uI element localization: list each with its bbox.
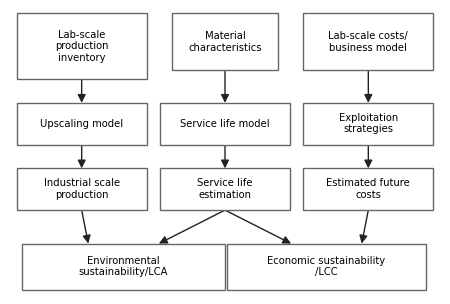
Text: Service life
estimation: Service life estimation	[197, 178, 253, 200]
FancyBboxPatch shape	[22, 244, 225, 290]
FancyBboxPatch shape	[227, 244, 426, 290]
Text: Estimated future
costs: Estimated future costs	[326, 178, 410, 200]
Text: Lab-scale costs/
business model: Lab-scale costs/ business model	[328, 31, 408, 53]
FancyBboxPatch shape	[172, 13, 278, 70]
Text: Exploitation
strategies: Exploitation strategies	[339, 113, 398, 134]
Text: Material
characteristics: Material characteristics	[188, 31, 262, 53]
FancyBboxPatch shape	[17, 168, 147, 210]
FancyBboxPatch shape	[17, 13, 147, 79]
Text: Service life model: Service life model	[180, 119, 270, 129]
Text: Upscaling model: Upscaling model	[40, 119, 123, 129]
FancyBboxPatch shape	[303, 13, 433, 70]
FancyBboxPatch shape	[303, 168, 433, 210]
FancyBboxPatch shape	[303, 103, 433, 145]
Text: Economic sustainability
/LCC: Economic sustainability /LCC	[267, 256, 386, 278]
FancyBboxPatch shape	[160, 168, 290, 210]
FancyBboxPatch shape	[160, 103, 290, 145]
FancyBboxPatch shape	[17, 103, 147, 145]
Text: Lab-scale
production
inventory: Lab-scale production inventory	[55, 29, 108, 63]
Text: Environmental
sustainability/LCA: Environmental sustainability/LCA	[79, 256, 168, 278]
Text: Industrial scale
production: Industrial scale production	[44, 178, 120, 200]
